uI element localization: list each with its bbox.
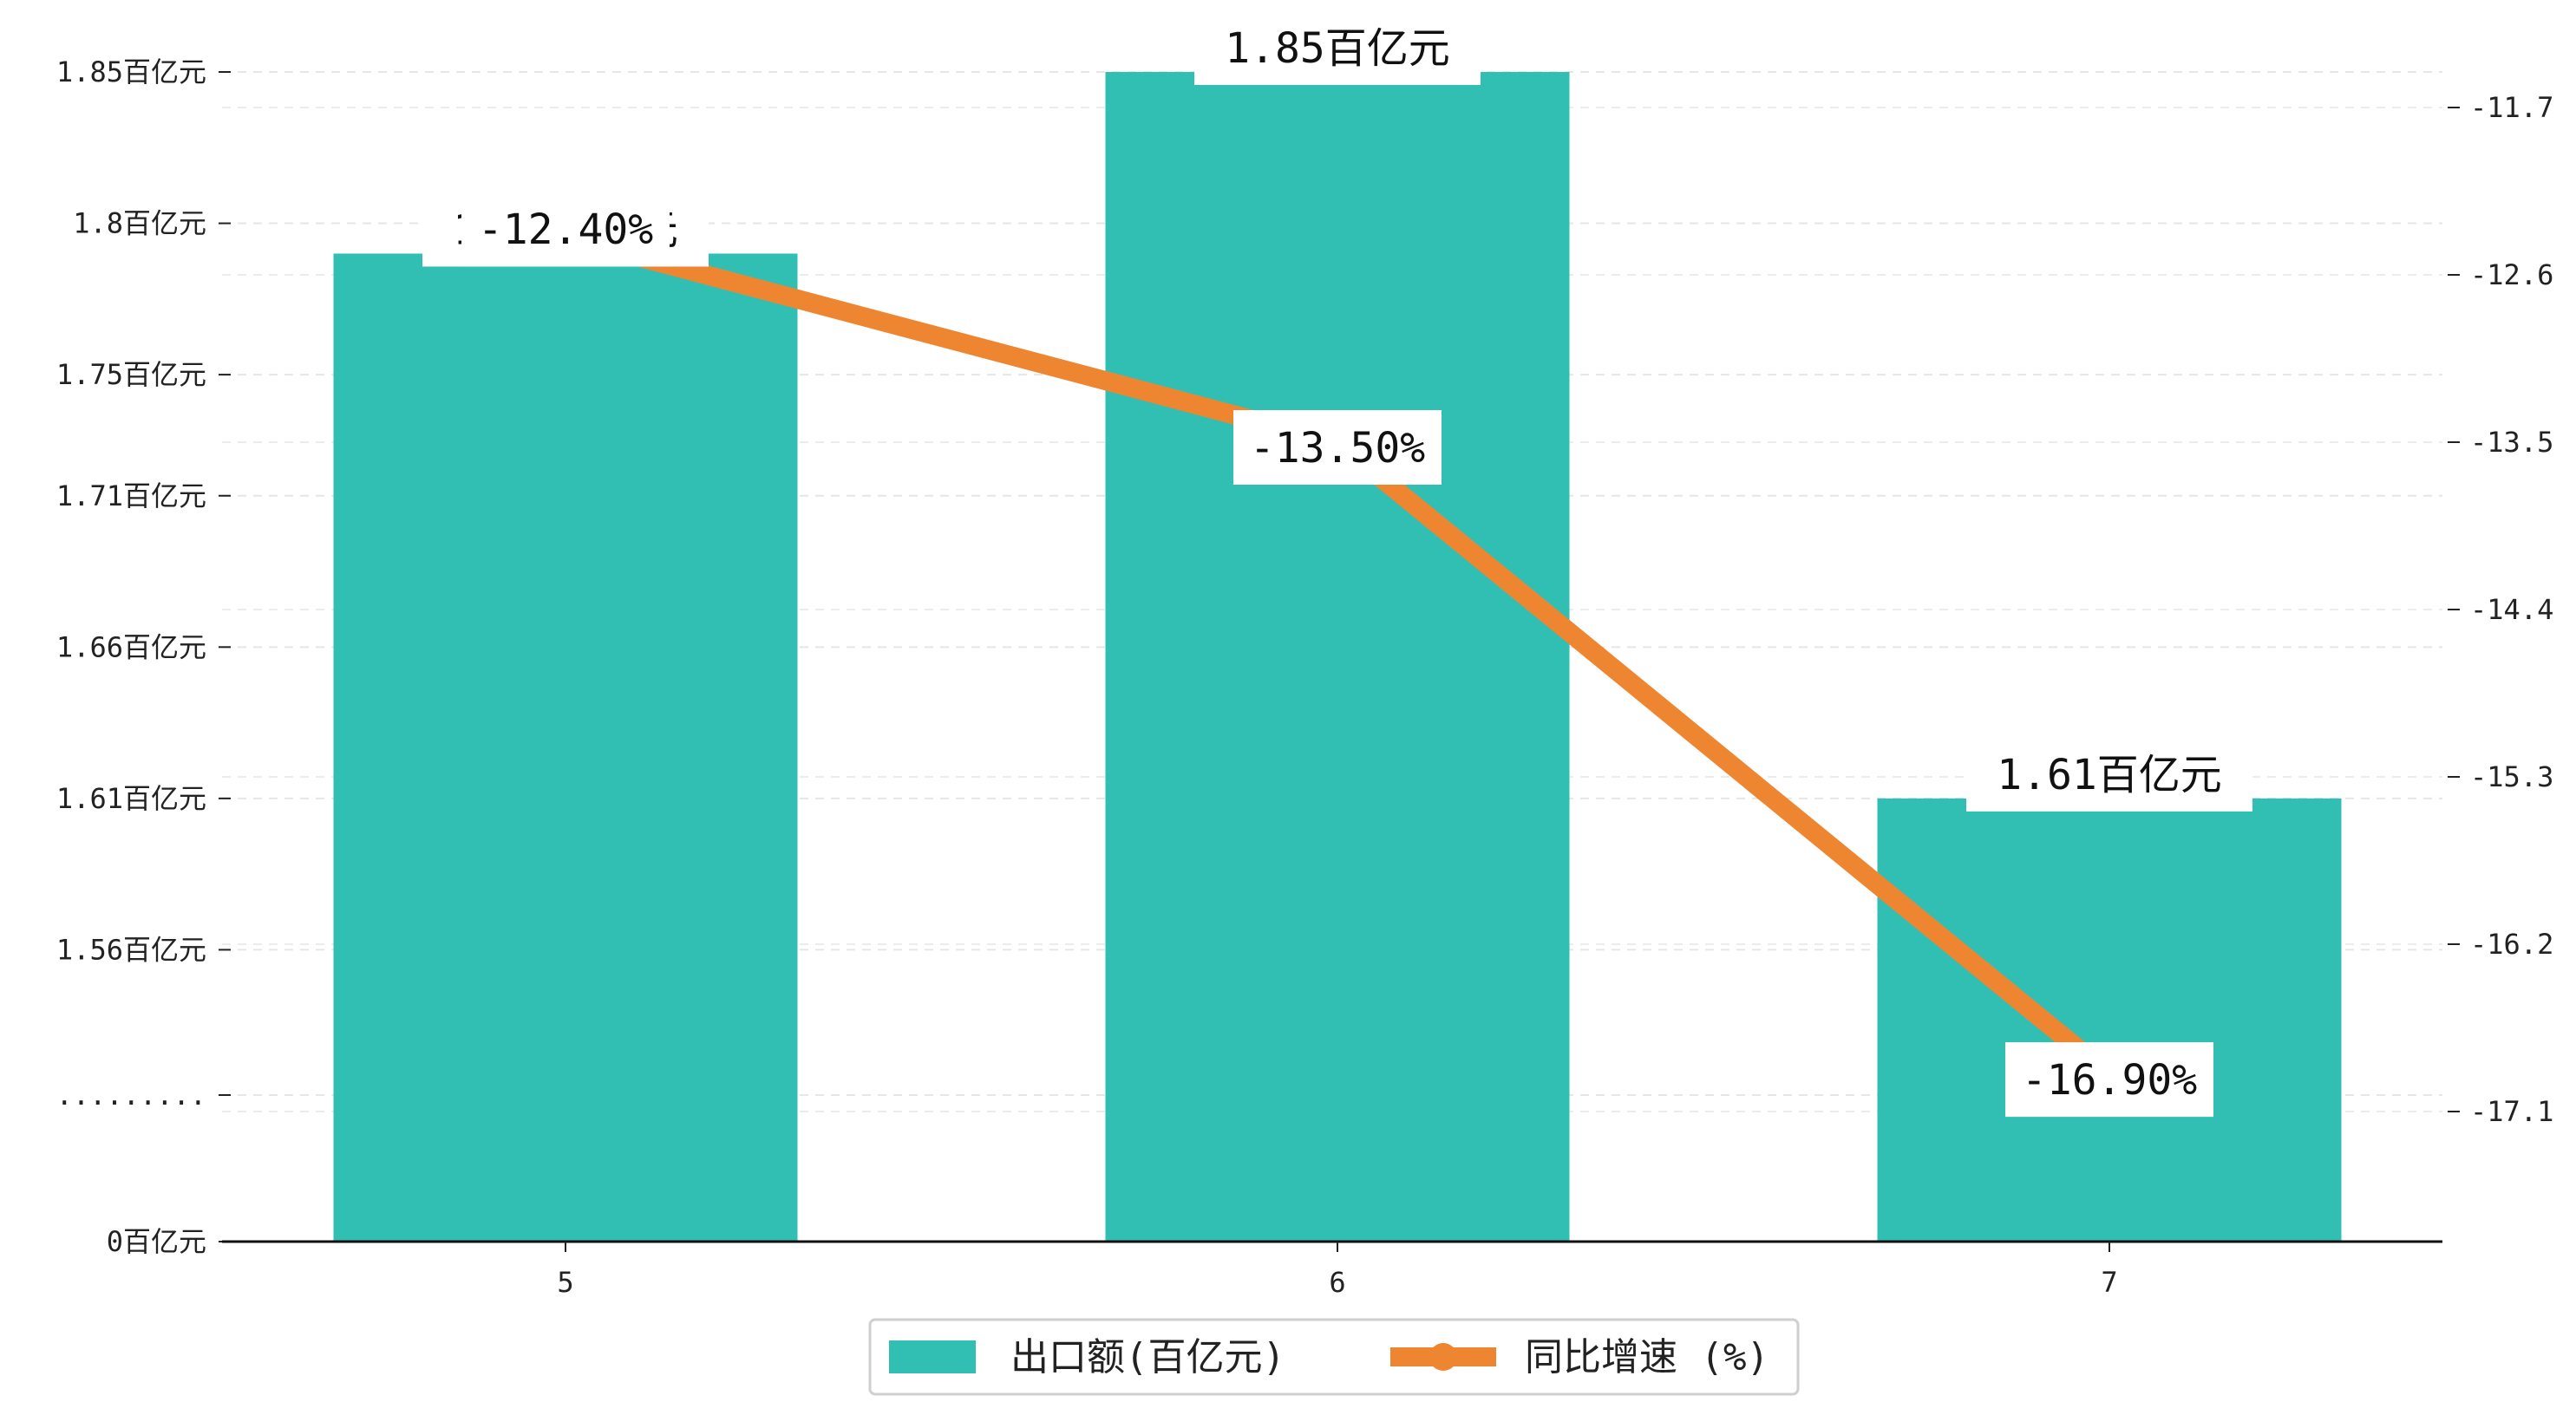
legend: 出口额(百亿元) 同比增速 (%)	[868, 1318, 1800, 1396]
left-tick-label: .........	[56, 1079, 206, 1112]
right-tick-label: -11.7	[2470, 91, 2553, 124]
right-tick-label: -14.4	[2470, 593, 2553, 626]
right-tick-label: -17.1	[2470, 1095, 2553, 1128]
left-tick-label: 1.61百亿元	[56, 782, 206, 815]
left-tick-label: 1.66百亿元	[56, 630, 206, 663]
label-text: -16.90%	[2022, 1056, 2197, 1105]
x-tick-label: 5	[557, 1266, 573, 1299]
bar	[1877, 798, 2342, 1242]
bar	[333, 253, 798, 1242]
bar-value-label: 1.61百亿元	[1966, 736, 2252, 812]
label-text: -13.50%	[1250, 424, 1425, 473]
left-tick-label: 1.71百亿元	[56, 479, 206, 512]
right-tick-label: -12.6	[2470, 258, 2553, 291]
legend-box	[868, 1318, 1800, 1396]
label-text: -12.40%	[478, 205, 653, 254]
right-tick-label: -16.2	[2470, 928, 2553, 961]
data-labels: 1.79百亿元1.85百亿元1.61百亿元-12.40%-13.50%-16.9…	[422, 10, 2252, 1118]
bar	[1105, 72, 1570, 1242]
label-text: 1.85百亿元	[1225, 24, 1450, 73]
legend-line-label: 同比增速 (%)	[1525, 1335, 1769, 1379]
legend-line-marker	[1429, 1343, 1457, 1371]
right-y-axis: -11.7 -12.6 -13.5 -14.4 -15.3 -16.2 -17.1	[2448, 91, 2553, 1128]
x-axis: 5 6 7	[222, 1240, 2442, 1299]
bar-series	[333, 72, 2342, 1242]
label-box	[461, 192, 670, 267]
left-y-axis: 0百亿元......... 1.56百亿元 1.61百亿元 1.66百亿元 1.71百亿…	[56, 55, 231, 1258]
label-box	[1194, 10, 1481, 85]
line-value-label: -12.40%	[461, 192, 670, 267]
label-box	[1233, 410, 1442, 485]
line-value-label: -16.90%	[2005, 1042, 2213, 1118]
right-tick-label: -15.3	[2470, 760, 2553, 793]
label-box	[2005, 1042, 2213, 1118]
right-tick-label: -13.5	[2470, 426, 2553, 459]
left-tick-label: 0百亿元	[107, 1225, 206, 1258]
line-value-label: -13.50%	[1233, 410, 1442, 485]
left-tick-label: 1.56百亿元	[56, 933, 206, 966]
x-tick-label: 7	[2101, 1266, 2117, 1299]
label-text: 1.61百亿元	[1997, 751, 2222, 799]
legend-bar-swatch	[889, 1340, 976, 1373]
left-tick-label: 1.8百亿元	[73, 207, 206, 240]
legend-bar-label: 出口额(百亿元)	[1010, 1335, 1285, 1379]
left-tick-label: 1.85百亿元	[56, 55, 206, 88]
x-tick-label: 6	[1329, 1266, 1345, 1299]
label-box	[1966, 736, 2252, 812]
left-tick-label: 1.75百亿元	[56, 358, 206, 391]
bar-value-label: 1.85百亿元	[1194, 10, 1481, 85]
